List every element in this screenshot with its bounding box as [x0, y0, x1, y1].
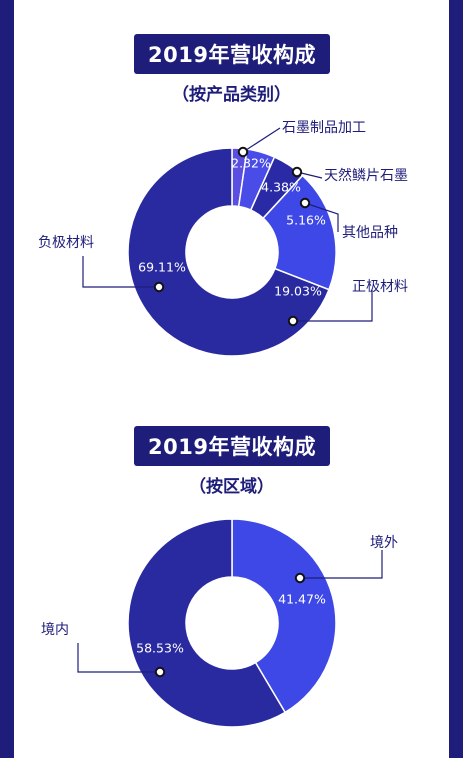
- donut-1-marker-3: [299, 197, 311, 209]
- donut-1-value-label-3: 5.16%: [286, 213, 326, 228]
- donut-2-slice-2: [127, 518, 287, 728]
- chart2-subtitle: （按区域）: [189, 477, 274, 497]
- donut-1-category-label-1: 石墨制品加工: [282, 120, 366, 136]
- donut-2-leader-1: [300, 550, 383, 579]
- donut-1-slice-4: [262, 174, 337, 291]
- donut-1-marker-4: [287, 315, 299, 327]
- donut-1-value-label-2: 4.38%: [261, 180, 301, 195]
- donut-2-marker-1: [294, 572, 306, 584]
- donut-2-value-label-1: 41.47%: [278, 592, 326, 607]
- donut-1-category-label-3: 其他品种: [342, 225, 398, 241]
- donut-1-value-label-5: 69.11%: [138, 260, 186, 275]
- donut-1-leader-3: [304, 202, 339, 232]
- donut-1-leader-4: [293, 290, 373, 322]
- donut-2-slice-1: [231, 518, 337, 714]
- donut-2-marker-2: [154, 666, 166, 678]
- chart1-subtitle: （按产品类别）: [172, 85, 291, 105]
- chart2-title: 2019年营收构成: [134, 426, 330, 466]
- donut-2-leader-2: [77, 643, 160, 673]
- donut-2-value-label-2: 58.53%: [136, 641, 184, 656]
- donut-1-marker-1: [237, 146, 249, 158]
- donut-1-value-label-1: 2.32%: [231, 156, 271, 171]
- chart1-title: 2019年营收构成: [134, 34, 330, 74]
- donut-1-leader-5: [82, 256, 159, 288]
- donut-1-slice-5: [127, 147, 330, 357]
- content-panel: [14, 0, 449, 758]
- donut-1-category-label-2: 天然鳞片石墨: [324, 167, 408, 184]
- donut-1-marker-2: [291, 166, 303, 178]
- donut-1-value-label-4: 19.03%: [274, 284, 322, 299]
- donut-2-category-label-2: 境内: [41, 622, 69, 638]
- donut-1-leader-1: [242, 127, 281, 153]
- donut-2-category-label-1: 境外: [370, 535, 398, 551]
- donut-1-category-label-4: 正极材料: [352, 279, 408, 295]
- donut-1-category-label-5: 负极材料: [38, 235, 94, 251]
- donut-1-marker-5: [153, 281, 165, 293]
